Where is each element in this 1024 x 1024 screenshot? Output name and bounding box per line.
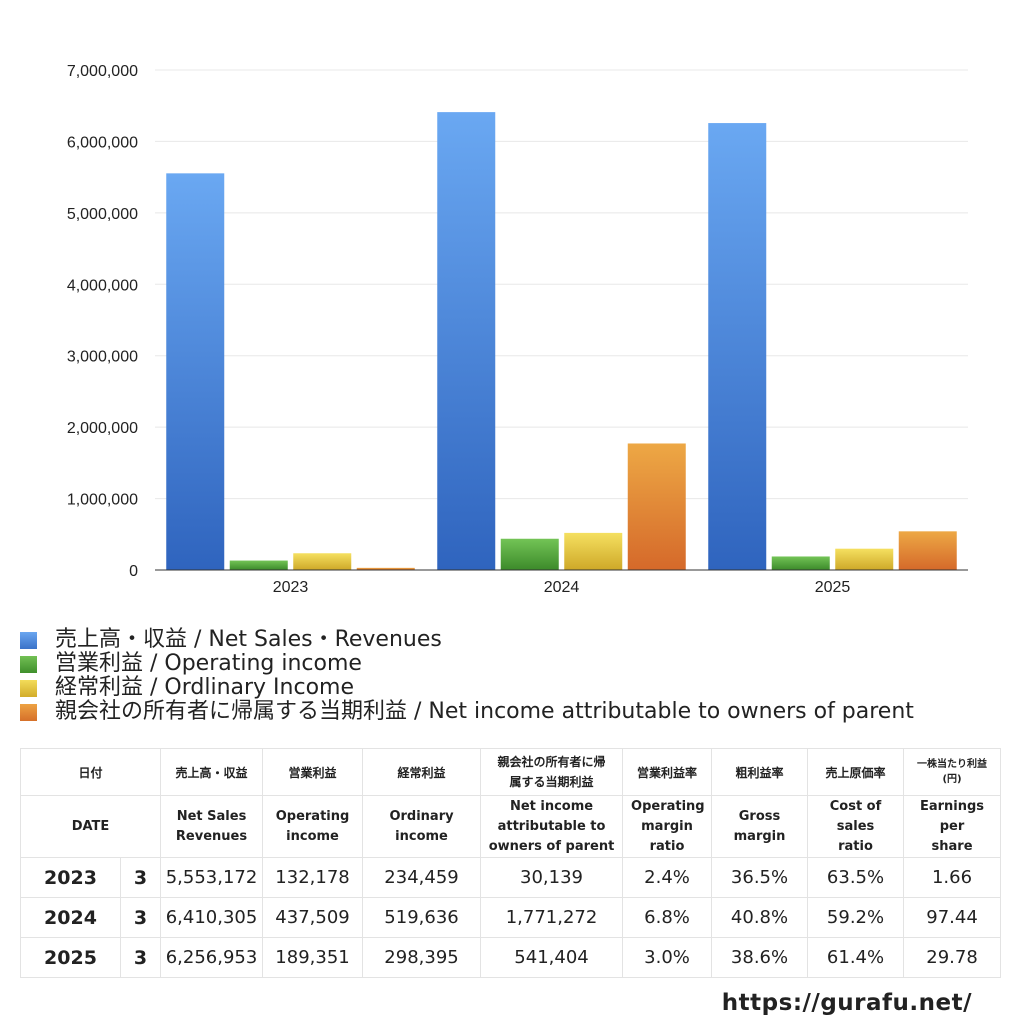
table-header-en: DATE Net Sales Revenues Operating income… <box>19 795 1002 858</box>
header-eps-jp: 一株当たり利益(円) <box>903 748 1002 796</box>
header-cost-ratio-jp: 売上原価率 <box>807 748 905 796</box>
site-url[interactable]: https://gurafu.net/ <box>721 990 972 1016</box>
cell-gross-margin: 38.6% <box>711 937 809 978</box>
cell-operating-margin: 3.0% <box>622 937 713 978</box>
bar <box>356 567 415 570</box>
table-row: 2023 3 5,553,172 132,178 234,459 30,139 … <box>20 857 1002 898</box>
cell-month: 3 <box>119 937 162 978</box>
cell-gross-margin: 36.5% <box>711 857 809 898</box>
legend-label-operating-income: 営業利益 / Operating income <box>55 651 362 676</box>
x-tick-label: 2024 <box>544 579 580 596</box>
financial-table: 日付 売上高・収益 営業利益 経常利益 親会社の所有者に帰属する当期利益 営業利… <box>19 748 1002 978</box>
header-net-income-parent-jp: 親会社の所有者に帰属する当期利益 <box>480 748 624 796</box>
header-operating-income-en: Operating income <box>262 795 364 858</box>
cell-cost-ratio: 63.5% <box>807 857 905 898</box>
bar <box>898 531 957 570</box>
y-tick-label: 6,000,000 <box>67 134 138 151</box>
cell-year: 2025 <box>20 937 121 978</box>
y-tick-label: 4,000,000 <box>67 277 138 294</box>
cell-ordinary-income: 298,395 <box>362 937 482 978</box>
bar <box>835 548 894 570</box>
cell-eps: 1.66 <box>903 857 1002 898</box>
bar <box>437 112 496 571</box>
cell-gross-margin: 40.8% <box>711 897 809 938</box>
cell-month: 3 <box>119 857 162 898</box>
header-net-income-parent-en: Net income attributable to owners of par… <box>480 795 624 858</box>
cell-cost-ratio: 61.4% <box>807 937 905 978</box>
legend-label-net-income-parent: 親会社の所有者に帰属する当期利益 / Net income attributab… <box>55 699 914 724</box>
cell-ordinary-income: 234,459 <box>362 857 482 898</box>
header-gross-margin-en: Gross margin <box>711 795 809 858</box>
header-date-jp: 日付 <box>19 748 162 796</box>
cell-operating-income: 437,509 <box>262 897 364 938</box>
cell-operating-margin: 2.4% <box>622 857 713 898</box>
bar-chart: 7,000,000 6,000,000 5,000,000 4,000,000 3,00… <box>67 63 968 596</box>
table-header-jp: 日付 売上高・収益 営業利益 経常利益 親会社の所有者に帰属する当期利益 営業利… <box>19 748 1002 796</box>
header-operating-income-jp: 営業利益 <box>262 748 364 796</box>
legend-swatch-operating-income <box>20 655 37 673</box>
cell-eps: 29.78 <box>903 937 1002 978</box>
legend-label-ordinary-income: 経常利益 / Ordlinary Income <box>55 675 354 700</box>
x-tick-label: 2023 <box>273 579 309 596</box>
cell-net-income-parent: 541,404 <box>480 937 624 978</box>
header-gross-margin-jp: 粗利益率 <box>711 748 809 796</box>
legend-item-operating-income: 営業利益 / Operating income <box>20 652 914 676</box>
legend-swatch-net-sales <box>20 631 37 649</box>
y-tick-label: 3,000,000 <box>67 349 138 366</box>
y-tick-label: 0 <box>129 563 138 580</box>
header-net-sales-jp: 売上高・収益 <box>160 748 264 796</box>
legend-item-ordinary-income: 経常利益 / Ordlinary Income <box>20 676 914 700</box>
legend-swatch-net-income-parent <box>20 703 37 721</box>
chart-legend: 売上高・収益 / Net Sales・Revenues 営業利益 / Opera… <box>20 628 914 724</box>
y-tick-label: 5,000,000 <box>67 206 138 223</box>
header-net-sales-en: Net Sales Revenues <box>160 795 264 858</box>
bar <box>229 560 288 570</box>
cell-operating-income: 189,351 <box>262 937 364 978</box>
cell-operating-margin: 6.8% <box>622 897 713 938</box>
legend-label-net-sales: 売上高・収益 / Net Sales・Revenues <box>55 627 442 652</box>
header-ordinary-income-en: Ordinary income <box>362 795 482 858</box>
legend-swatch-ordinary-income <box>20 679 37 697</box>
cell-month: 3 <box>119 897 162 938</box>
bar <box>627 443 686 570</box>
bar <box>166 173 225 571</box>
legend-item-net-income-parent: 親会社の所有者に帰属する当期利益 / Net income attributab… <box>20 700 914 724</box>
cell-operating-income: 132,178 <box>262 857 364 898</box>
cell-net-income-parent: 30,139 <box>480 857 624 898</box>
legend-item-net-sales: 売上高・収益 / Net Sales・Revenues <box>20 628 914 652</box>
header-operating-margin-jp: 営業利益率 <box>622 748 713 796</box>
header-eps-en: Earnings per share <box>903 795 1002 858</box>
cell-net-income-parent: 1,771,272 <box>480 897 624 938</box>
bar <box>500 538 559 570</box>
cell-net-sales: 6,256,953 <box>160 937 264 978</box>
bar <box>708 123 767 571</box>
header-date-en: DATE <box>19 795 162 858</box>
cell-cost-ratio: 59.2% <box>807 897 905 938</box>
cell-year: 2024 <box>20 897 121 938</box>
cell-net-sales: 5,553,172 <box>160 857 264 898</box>
y-tick-label: 2,000,000 <box>67 420 138 437</box>
table-row: 2025 3 6,256,953 189,351 298,395 541,404… <box>20 937 1002 978</box>
cell-net-sales: 6,410,305 <box>160 897 264 938</box>
cell-eps: 97.44 <box>903 897 1002 938</box>
bar <box>564 532 623 570</box>
table-row: 2024 3 6,410,305 437,509 519,636 1,771,2… <box>20 897 1002 938</box>
cell-ordinary-income: 519,636 <box>362 897 482 938</box>
header-operating-margin-en: Operating margin ratio <box>622 795 713 858</box>
header-ordinary-income-jp: 経常利益 <box>362 748 482 796</box>
y-tick-label: 7,000,000 <box>67 63 138 80</box>
cell-year: 2023 <box>20 857 121 898</box>
y-tick-label: 1,000,000 <box>67 492 138 509</box>
bar <box>293 553 352 570</box>
header-cost-ratio-en: Cost of sales ratio <box>807 795 905 858</box>
bar <box>771 556 830 570</box>
x-tick-label: 2025 <box>815 579 851 596</box>
